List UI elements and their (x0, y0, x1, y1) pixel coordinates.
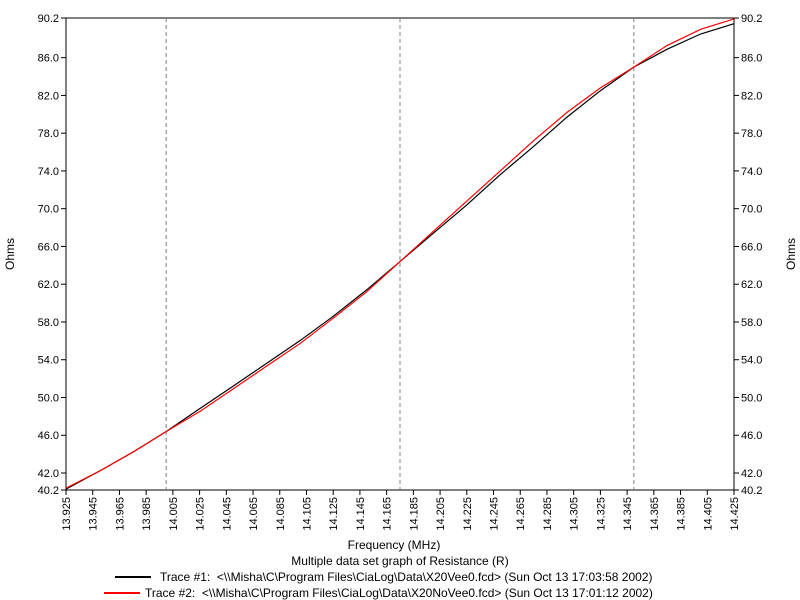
x-tick-label: 14.045 (221, 497, 233, 531)
legend-label-trace-1: Trace #1: <\\Misha\C\Program Files\CiaLo… (160, 570, 653, 584)
y-tick-label-left: 42.0 (38, 468, 59, 480)
y-tick-label-right: 62.0 (741, 279, 762, 291)
y-axis-title-left: Ohms (3, 238, 17, 270)
y-tick-label-right: 70.0 (741, 204, 762, 216)
x-tick-label: 13.925 (61, 497, 73, 531)
y-tick-label-right: 90.2 (741, 13, 762, 25)
legend: Trace #1: <\\Misha\C\Program Files\CiaLo… (104, 570, 653, 600)
y-tick-label-left: 86.0 (38, 53, 59, 65)
y-tick-label-left: 66.0 (38, 241, 59, 253)
chart-subtitle: Multiple data set graph of Resistance (R… (291, 554, 508, 568)
y-tick-label-left: 70.0 (38, 204, 59, 216)
series-group (65, 18, 735, 490)
series-line-trace-2 (65, 18, 735, 489)
y-tick-label-right: 82.0 (741, 90, 762, 102)
y-tick-label-left: 46.0 (38, 430, 59, 442)
y-tick-label-right: 42.0 (741, 468, 762, 480)
y-axis-right: 40.2 42.0 46.0 50.0 54.0 58.0 62.0 66.0 70.0 74.0… (734, 13, 762, 497)
y-tick-label-left: 82.0 (38, 90, 59, 102)
x-tick-label: 14.425 (729, 497, 741, 531)
y-tick-label-right: 46.0 (741, 430, 762, 442)
x-tick-label: 14.105 (302, 497, 314, 531)
legend-label-trace-2: Trace #2: <\\Misha\C\Program Files\CiaLo… (145, 586, 653, 600)
y-tick-label-right: 50.0 (741, 392, 762, 404)
vertical-markers (165, 18, 635, 490)
y-tick-label-right: 74.0 (741, 166, 762, 178)
y-tick-label-left: 90.2 (38, 13, 59, 25)
x-tick-label: 14.305 (569, 497, 581, 531)
x-tick-label: 14.165 (382, 497, 394, 531)
x-tick-label: 14.065 (248, 497, 260, 531)
x-tick-label: 14.365 (649, 497, 661, 531)
y-tick-label-left: 58.0 (38, 317, 59, 329)
x-tick-label: 14.405 (702, 497, 714, 531)
x-tick-label: 14.025 (195, 497, 207, 531)
x-tick-label: 14.265 (515, 497, 527, 531)
y-tick-label-right: 78.0 (741, 128, 762, 140)
x-tick-label: 14.005 (168, 497, 180, 531)
x-tick-label: 14.225 (462, 497, 474, 531)
x-tick-label: 13.965 (114, 497, 126, 531)
y-tick-label-right: 66.0 (741, 241, 762, 253)
x-tick-label: 14.145 (355, 497, 367, 531)
x-tick-label: 14.245 (489, 497, 501, 531)
y-tick-label-left: 40.2 (38, 485, 59, 497)
y-axis-title-right: Ohms (784, 238, 798, 270)
x-axis-title: Frequency (MHz) (348, 538, 441, 552)
y-axis-left: 40.2 42.0 46.0 50.0 54.0 58.0 62.0 66.0 70.0 74.0… (38, 13, 66, 497)
x-tick-label: 13.945 (88, 497, 100, 531)
y-tick-label-left: 62.0 (38, 279, 59, 291)
y-tick-label-left: 50.0 (38, 392, 59, 404)
x-tick-label: 14.385 (676, 497, 688, 531)
x-tick-label: 14.125 (328, 497, 340, 531)
x-tick-label: 14.345 (622, 497, 634, 531)
y-tick-label-right: 58.0 (741, 317, 762, 329)
x-tick-label: 14.205 (435, 497, 447, 531)
x-tick-label: 14.285 (542, 497, 554, 531)
x-tick-label: 14.085 (275, 497, 287, 531)
y-tick-label-right: 54.0 (741, 355, 762, 367)
x-tick-label: 13.985 (141, 497, 153, 531)
x-tick-label: 14.325 (595, 497, 607, 531)
y-tick-label-right: 86.0 (741, 53, 762, 65)
x-tick-label: 14.185 (408, 497, 420, 531)
y-tick-label-left: 78.0 (38, 128, 59, 140)
y-tick-label-left: 54.0 (38, 355, 59, 367)
y-tick-label-left: 74.0 (38, 166, 59, 178)
x-axis: 13.925 13.945 13.965 13.985 14.005 14.025 14.0… (61, 490, 741, 531)
y-tick-label-right: 40.2 (741, 485, 762, 497)
